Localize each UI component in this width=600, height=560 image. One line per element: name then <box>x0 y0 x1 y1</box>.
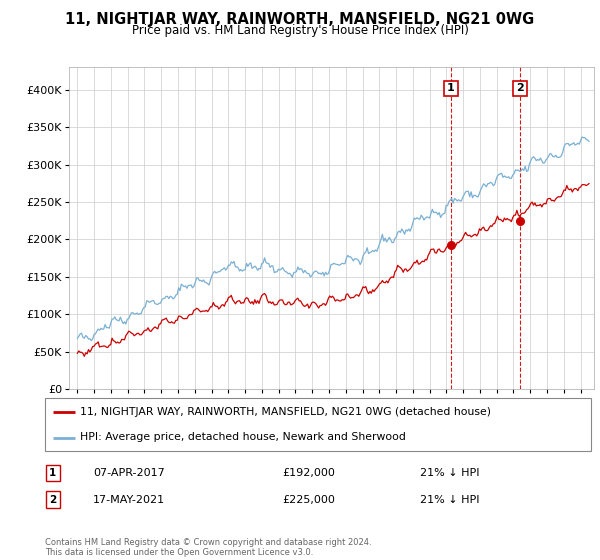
Text: 11, NIGHTJAR WAY, RAINWORTH, MANSFIELD, NG21 0WG (detached house): 11, NIGHTJAR WAY, RAINWORTH, MANSFIELD, … <box>80 408 491 418</box>
Text: 07-APR-2017: 07-APR-2017 <box>93 468 165 478</box>
Text: 1: 1 <box>447 83 455 94</box>
Text: £225,000: £225,000 <box>282 494 335 505</box>
Text: 21% ↓ HPI: 21% ↓ HPI <box>420 468 479 478</box>
Text: Contains HM Land Registry data © Crown copyright and database right 2024.
This d: Contains HM Land Registry data © Crown c… <box>45 538 371 557</box>
Text: 2: 2 <box>49 494 56 505</box>
Text: 2: 2 <box>516 83 524 94</box>
Text: £192,000: £192,000 <box>282 468 335 478</box>
FancyBboxPatch shape <box>45 398 591 451</box>
Text: Price paid vs. HM Land Registry's House Price Index (HPI): Price paid vs. HM Land Registry's House … <box>131 24 469 36</box>
Text: 17-MAY-2021: 17-MAY-2021 <box>93 494 165 505</box>
Text: 1: 1 <box>49 468 56 478</box>
Text: 21% ↓ HPI: 21% ↓ HPI <box>420 494 479 505</box>
Text: HPI: Average price, detached house, Newark and Sherwood: HPI: Average price, detached house, Newa… <box>80 432 406 442</box>
Text: 11, NIGHTJAR WAY, RAINWORTH, MANSFIELD, NG21 0WG: 11, NIGHTJAR WAY, RAINWORTH, MANSFIELD, … <box>65 12 535 27</box>
